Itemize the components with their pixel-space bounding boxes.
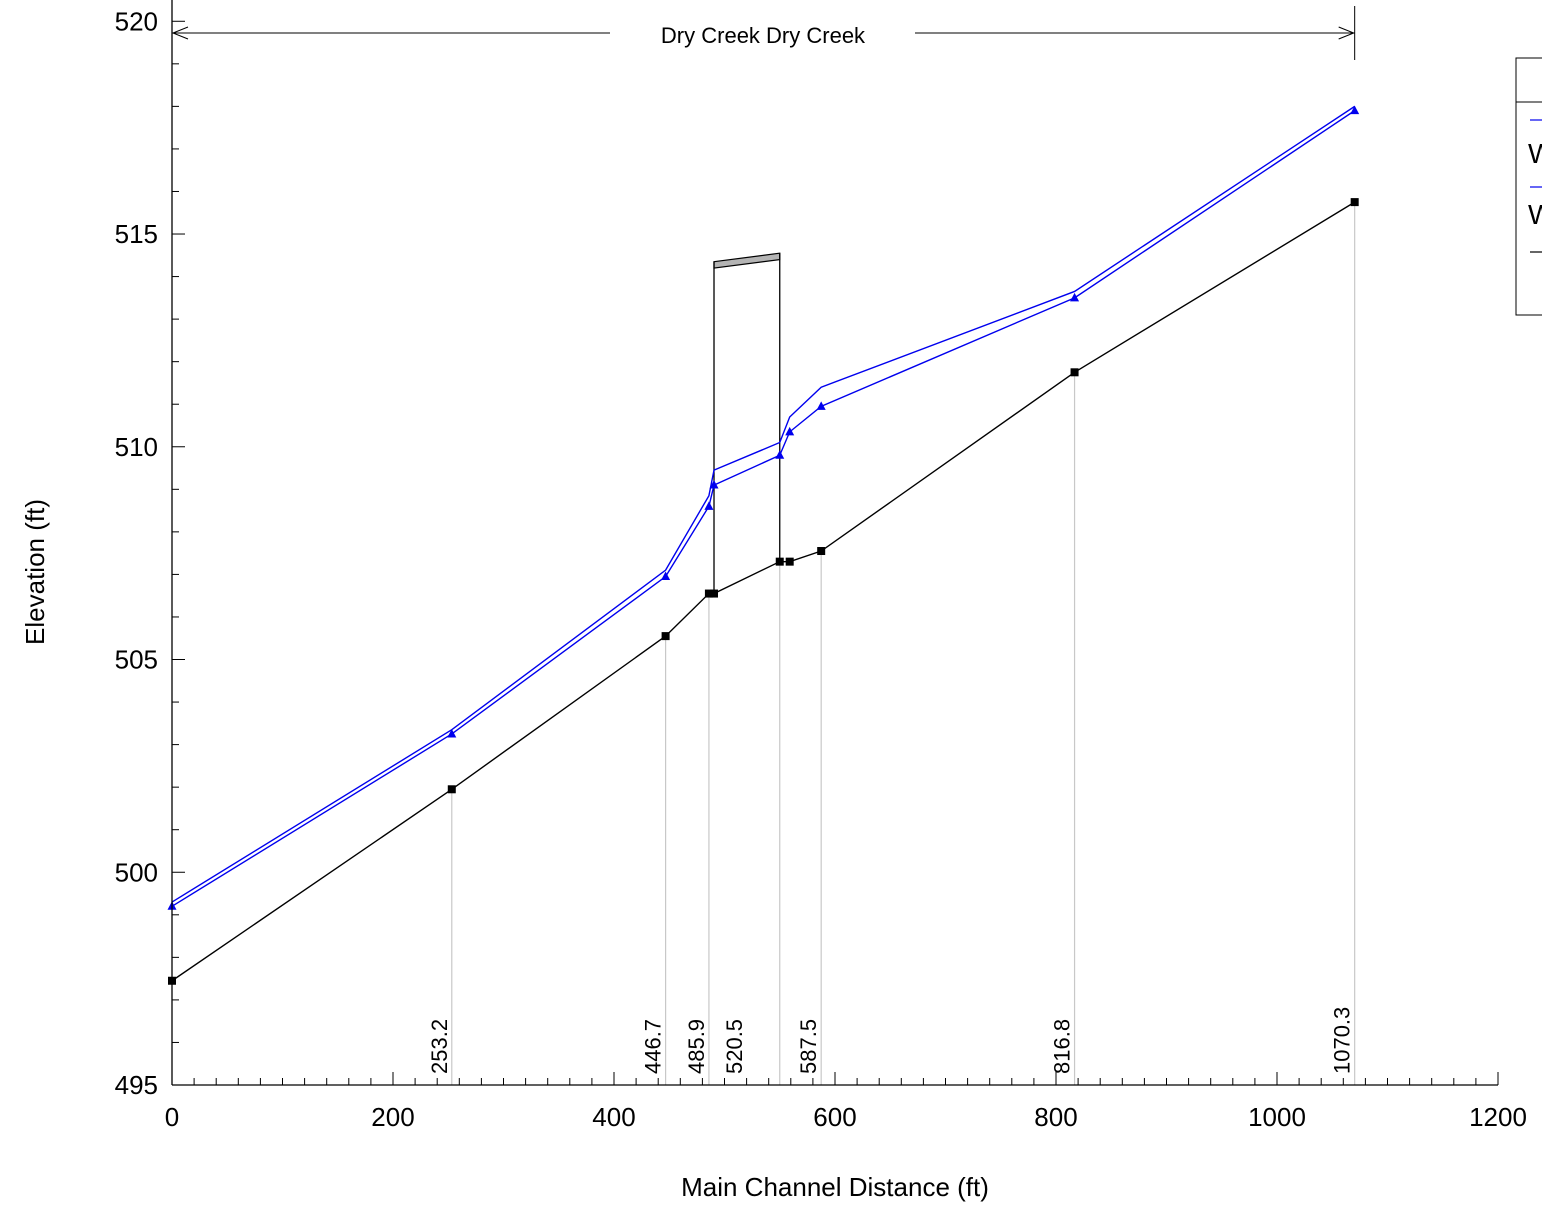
- square-marker: [704, 589, 713, 598]
- station-label: 520.5: [722, 1019, 747, 1074]
- y-tick-label: 510: [115, 432, 158, 462]
- x-tick-label: 200: [371, 1102, 414, 1132]
- series-markers: [167, 105, 1360, 985]
- triangle-marker: [1350, 105, 1360, 115]
- triangle-marker: [661, 571, 671, 581]
- triangle-marker: [816, 401, 826, 410]
- tick-labels: 0 200 400 600 800 1000 1200 495 500 505 510 515 520: [115, 6, 1527, 1132]
- station-label: 485.9: [684, 1019, 709, 1074]
- legend-label: W: [1528, 199, 1542, 230]
- station-lines: [451, 202, 1356, 1085]
- x-tick-label: 400: [592, 1102, 635, 1132]
- x-axis-title: Main Channel Distance (ft): [681, 1172, 989, 1202]
- square-marker: [447, 785, 456, 794]
- reach-arrowhead-right: [1338, 26, 1356, 40]
- square-marker: [817, 547, 826, 556]
- square-marker: [1070, 368, 1079, 377]
- y-axis-title: Elevation (ft): [20, 499, 50, 645]
- square-marker: [775, 557, 784, 566]
- triangle-marker: [447, 728, 457, 738]
- square-marker: [710, 589, 719, 598]
- legend-label: W: [1528, 138, 1542, 169]
- reach-annotation: Dry Creek Dry Creek: [171, 6, 1356, 60]
- axes: [171, 0, 1499, 1086]
- series-line-1: [171, 105, 1356, 903]
- station-label: 1070.3: [1330, 1007, 1355, 1074]
- square-marker: [661, 632, 670, 641]
- y-tick-label: 500: [115, 857, 158, 887]
- x-tick-label: 1000: [1248, 1102, 1306, 1132]
- station-label: 587.5: [796, 1019, 821, 1074]
- triangle-marker: [1070, 292, 1080, 302]
- square-marker: [785, 557, 794, 566]
- legend: WW: [1515, 57, 1542, 316]
- triangle-marker: [775, 450, 785, 459]
- x-tick-label: 800: [1034, 1102, 1077, 1132]
- station-label: 816.8: [1050, 1019, 1075, 1074]
- bridge-deck: [713, 252, 781, 269]
- reach-arrowhead-left: [171, 26, 189, 40]
- bridge-structure: [713, 252, 781, 594]
- series-line-2: [171, 110, 1356, 907]
- triangle-marker: [709, 480, 719, 489]
- y-tick-label: 515: [115, 219, 158, 249]
- x-tick-label: 0: [165, 1102, 179, 1132]
- station-labels: 253.2 446.7 485.9 520.5 587.5 816.8 1070.3: [427, 1007, 1355, 1074]
- triangle-marker: [704, 501, 714, 510]
- series-lines: [171, 105, 1356, 982]
- station-label: 446.7: [641, 1019, 666, 1074]
- reach-label: Dry Creek Dry Creek: [661, 23, 866, 48]
- y-tick-label: 520: [115, 6, 158, 36]
- x-tick-label: 1200: [1469, 1102, 1527, 1132]
- triangle-marker: [785, 426, 795, 436]
- station-label: 253.2: [427, 1019, 452, 1074]
- y-tick-label: 495: [115, 1070, 158, 1100]
- x-tick-label: 600: [813, 1102, 856, 1132]
- series-line-3: [171, 201, 1356, 982]
- square-marker: [1350, 198, 1359, 207]
- y-tick-label: 505: [115, 645, 158, 675]
